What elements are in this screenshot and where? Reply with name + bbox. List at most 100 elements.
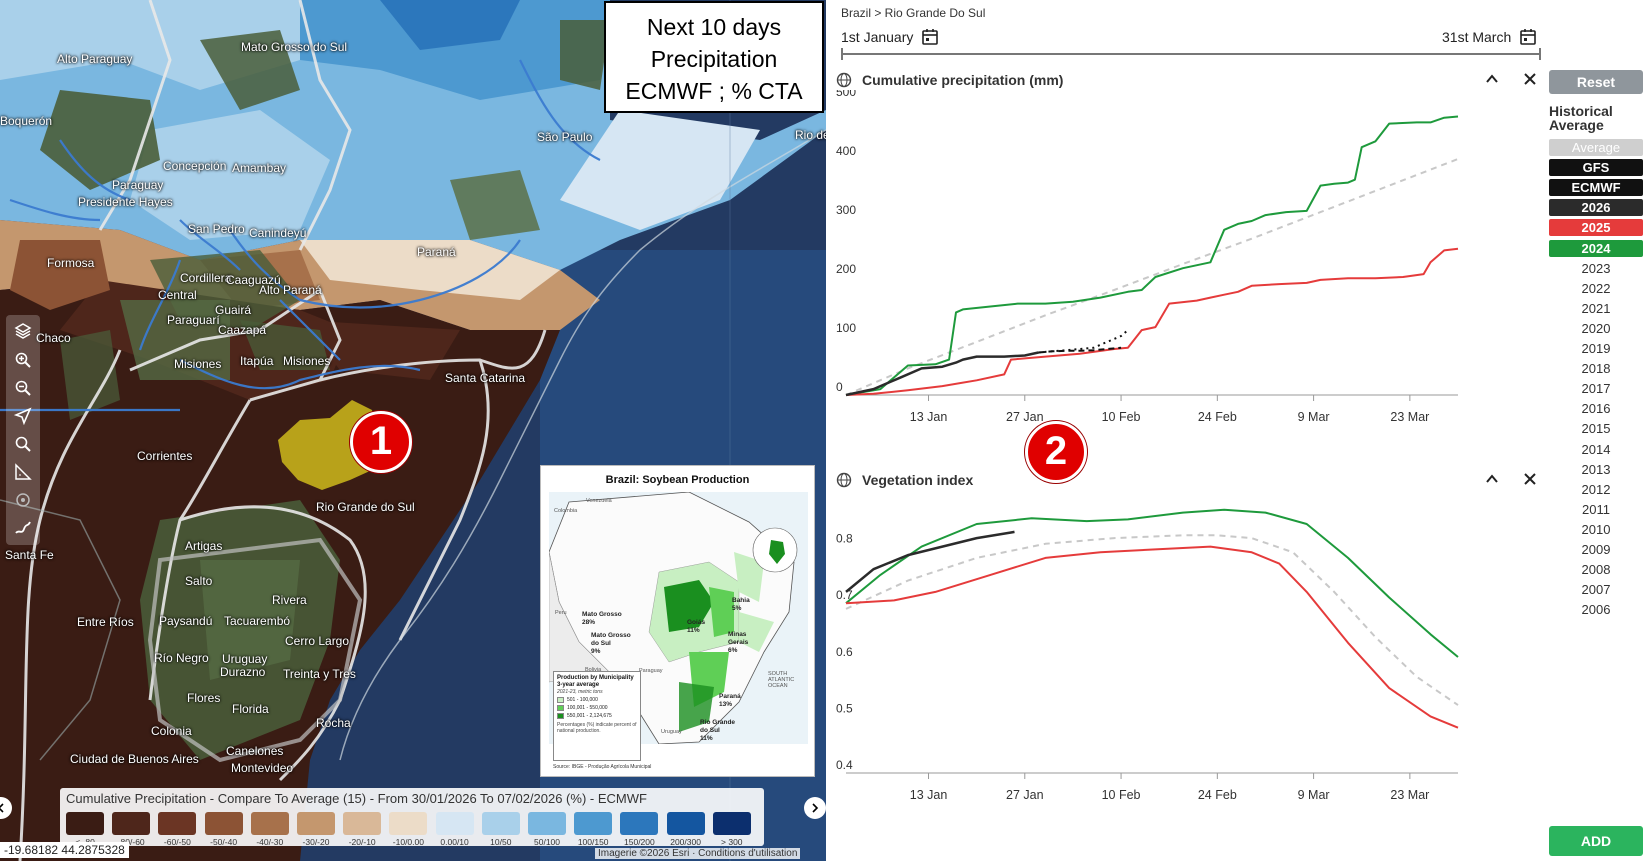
zoom-out-icon[interactable]: [11, 376, 35, 400]
y-tick-label: 0.7: [836, 588, 853, 602]
calendar-icon[interactable]: [1519, 28, 1537, 46]
inset-legend-label: 501 - 100,000: [567, 697, 598, 703]
series-toggle-average[interactable]: Average: [1549, 139, 1643, 156]
legend-swatch: [666, 812, 705, 835]
series-toggle-2009[interactable]: 2009: [1581, 542, 1611, 557]
cumulative-precipitation-chart[interactable]: 0 100 200 300 400 500 13 Jan 27 Jan 10 Feb 24 Feb…: [826, 90, 1546, 430]
measure-icon[interactable]: [11, 460, 35, 484]
series-toggle-2008[interactable]: 2008: [1581, 562, 1611, 578]
series-toggle-2018[interactable]: 2018: [1581, 361, 1611, 377]
add-button[interactable]: ADD: [1549, 826, 1643, 856]
x-tick-label: 23 Mar: [1390, 788, 1429, 802]
series-line-gfs: [1038, 329, 1129, 354]
place-label: Rocha: [316, 716, 351, 730]
map-terrain: [0, 0, 826, 861]
series-toggle-2024[interactable]: 2024: [1549, 239, 1643, 257]
series-toggle-2006[interactable]: 2006: [1581, 602, 1611, 618]
place-label: Caaguazú: [226, 273, 281, 287]
imagery-attribution[interactable]: Imagerie ©2026 Esri · Conditions d'utili…: [595, 848, 801, 859]
series-toggle-gfs[interactable]: GFS: [1549, 159, 1643, 177]
legend-swatch: [574, 812, 613, 835]
series-toggle-2014[interactable]: 2014: [1581, 441, 1611, 457]
y-tick-label: 0.6: [836, 645, 853, 659]
x-tick-label: 24 Feb: [1198, 410, 1237, 424]
place-label: Central: [158, 288, 197, 302]
start-date-picker[interactable]: 1st January: [841, 28, 939, 46]
legend-swatch: [620, 812, 659, 835]
globe-icon[interactable]: [836, 472, 852, 488]
x-tick-label: 13 Jan: [910, 788, 948, 802]
collapse-chart1-button[interactable]: [1483, 70, 1501, 88]
place-label: Treinta y Tres: [283, 667, 356, 681]
draw-path-icon[interactable]: [11, 516, 35, 540]
chart2-header: Vegetation index: [836, 472, 973, 488]
place-label: Itapúa: [240, 354, 274, 368]
place-label: Uruguay: [222, 652, 268, 666]
series-toggle-2015[interactable]: 2015: [1581, 421, 1611, 437]
series-toggle-2020[interactable]: 2020: [1581, 320, 1611, 336]
legend-swatch: [66, 812, 104, 835]
series-toggle-2013[interactable]: 2013: [1581, 461, 1611, 477]
legend-swatch-label: 0.00/10: [440, 837, 469, 847]
place-label: Paraguay: [112, 178, 164, 192]
place-label: Montevideo: [231, 761, 294, 775]
inset-label-state: Mato Grosso 28%: [582, 611, 622, 626]
series-toggle-2012[interactable]: 2012: [1581, 481, 1611, 497]
layers-icon[interactable]: [11, 319, 35, 343]
y-tick-label: 500: [836, 90, 856, 99]
navigate-icon[interactable]: [11, 404, 35, 428]
map-collapse-left-button[interactable]: [0, 797, 12, 819]
inset-legend-item: 100,001 - 550,000: [557, 705, 637, 711]
series-toggle-2016[interactable]: 2016: [1581, 401, 1611, 417]
series-toggle-2023[interactable]: 2023: [1581, 260, 1611, 276]
collapse-chart2-button[interactable]: [1483, 470, 1501, 488]
series-toggle-2019[interactable]: 2019: [1581, 341, 1611, 356]
map-toolbar: [6, 315, 40, 545]
legend-swatch-label: -30/-20: [302, 837, 330, 847]
timeline-slider[interactable]: [841, 48, 1541, 60]
map-title-line: ECMWF ; % CTA: [625, 78, 803, 104]
location-icon[interactable]: [11, 488, 35, 512]
historical-average-title: Historical Average: [1549, 103, 1613, 133]
x-tick-label: 10 Feb: [1102, 788, 1141, 802]
soybean-inset-map: Brazil: Soybean Production Colombia: [540, 465, 815, 777]
legend-swatch-label: -50/-40: [210, 837, 238, 847]
series-toggle-ecmwf[interactable]: ECMWF: [1549, 179, 1643, 197]
place-label: Durazno: [220, 665, 266, 679]
map-view[interactable]: Alto Paraguay Mato Grosso do Sul Boqueró…: [0, 0, 826, 861]
series-toggle-2011[interactable]: 2011: [1582, 501, 1610, 517]
end-date-picker[interactable]: 31st March: [1442, 28, 1537, 46]
series-toggle-2007[interactable]: 2007: [1581, 582, 1611, 598]
zoom-in-icon[interactable]: [11, 348, 35, 372]
reset-button[interactable]: Reset: [1549, 70, 1643, 94]
series-toggle-2010[interactable]: 2010: [1581, 521, 1611, 537]
search-icon[interactable]: [11, 432, 35, 456]
x-tick-label: 24 Feb: [1198, 788, 1237, 802]
inset-source: Source: IBGE - Produção Agrícola Municip…: [553, 764, 652, 770]
inset-legend-note: 2021-23, metric tons: [557, 689, 603, 695]
close-chart1-button[interactable]: [1521, 70, 1539, 88]
series-toggle-2021[interactable]: 2021: [1581, 300, 1611, 316]
inset-label-state: Rio Grande do Sul 11%: [700, 719, 736, 742]
series-toggle-2017[interactable]: 2017: [1581, 381, 1611, 397]
close-chart2-button[interactable]: [1521, 470, 1539, 488]
inset-label-country: Uruguay: [661, 729, 682, 735]
inset-label-ocean: SOUTH ATLANTIC OCEAN: [768, 671, 795, 689]
series-toggle-2025[interactable]: 2025: [1549, 219, 1643, 237]
place-label: Paysandú: [159, 614, 213, 628]
series-toggle-2026[interactable]: 2026: [1549, 199, 1643, 217]
series-toggle-2022[interactable]: 2022: [1581, 280, 1611, 296]
calendar-icon[interactable]: [921, 28, 939, 46]
legend-swatch: [712, 812, 751, 835]
map-expand-right-button[interactable]: [804, 797, 826, 819]
globe-icon[interactable]: [836, 72, 852, 88]
place-label: Rivera: [272, 593, 307, 607]
breadcrumb[interactable]: Brazil > Rio Grande Do Sul: [841, 6, 986, 20]
legend-swatch: [112, 812, 151, 835]
inset-legend-subtitle: 3-year average: [557, 682, 600, 688]
inset-label-country: Bolivia: [585, 667, 602, 673]
series-line-average: [845, 158, 1459, 396]
legend-swatch-label: > 300: [721, 837, 743, 847]
place-label: Paraguarí: [167, 313, 220, 327]
